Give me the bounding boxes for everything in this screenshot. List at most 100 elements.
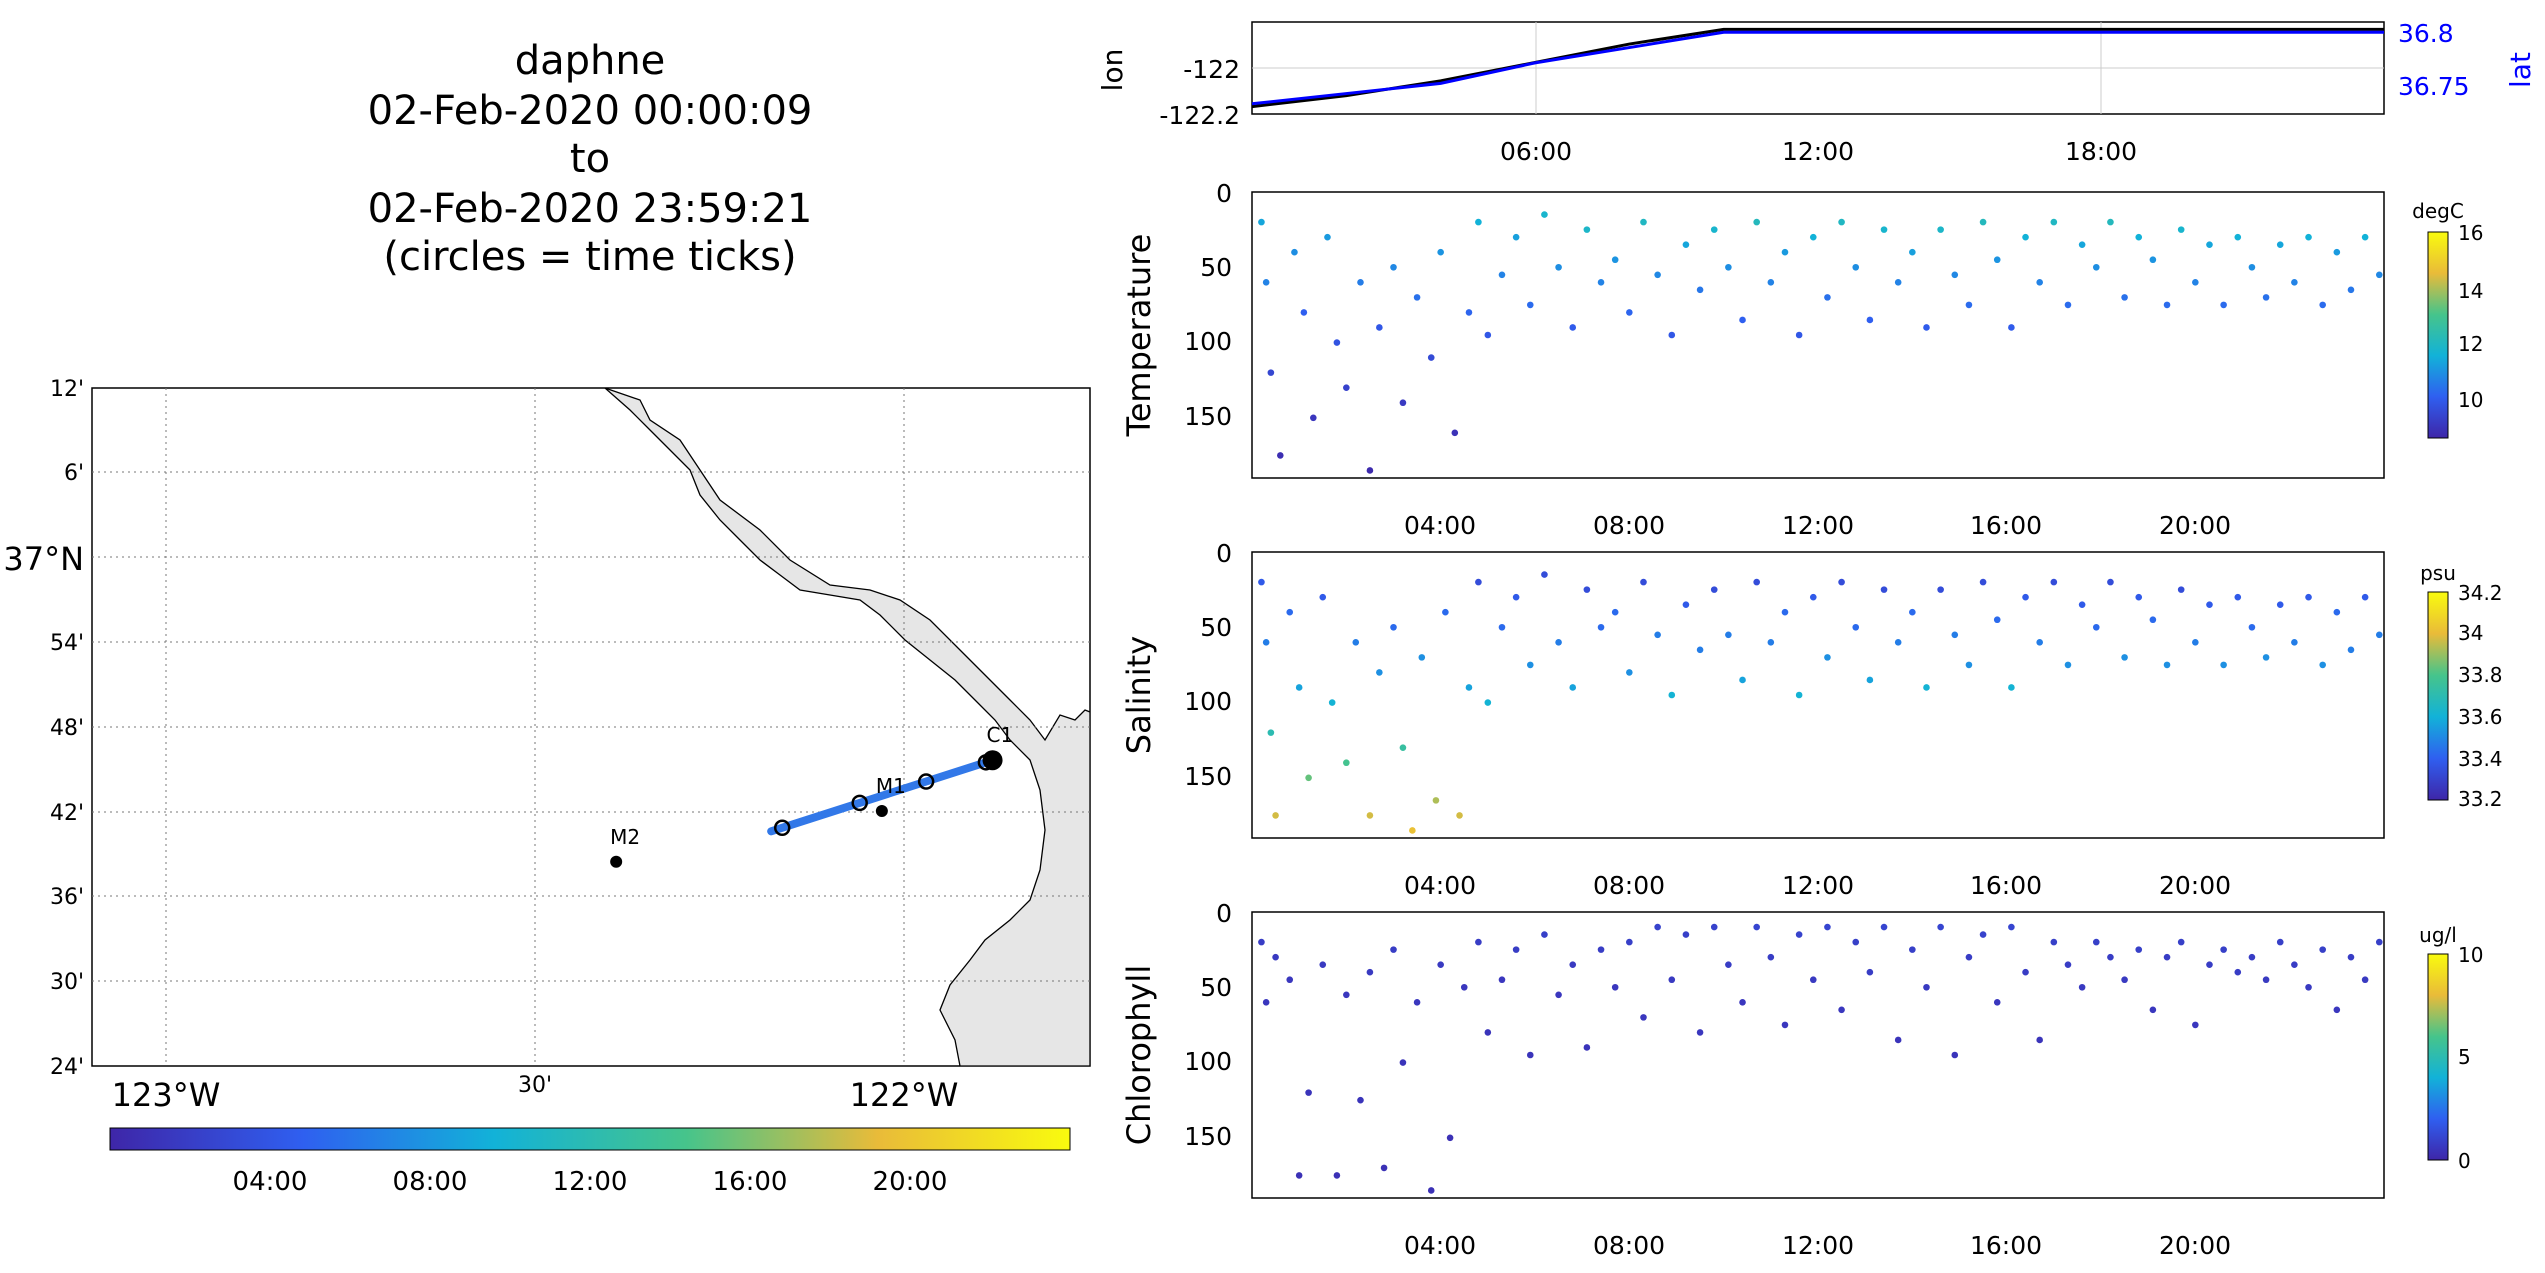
scatter-point xyxy=(2008,923,2015,931)
scatter-point xyxy=(1267,369,1275,376)
scatter-point xyxy=(1696,1029,1704,1036)
scatter-point xyxy=(2276,938,2284,946)
scatter-point xyxy=(2319,946,2326,953)
scatter-point xyxy=(1465,684,1473,691)
scatter-point xyxy=(1710,226,1718,233)
scatter-point xyxy=(1305,1089,1312,1096)
scatter-point xyxy=(1795,331,1803,339)
scatter-point xyxy=(1484,1029,1492,1036)
scatter-point xyxy=(1399,399,1407,407)
chlorophyll-points xyxy=(1258,923,2383,1194)
chlorophyll-x-tick: 16:00 xyxy=(1970,1231,2042,1260)
salinity-x-tick: 04:00 xyxy=(1404,871,1476,900)
time-colorbar-tick: 16:00 xyxy=(713,1167,788,1197)
scatter-point xyxy=(1611,256,1619,264)
scatter-point xyxy=(1569,961,1577,968)
scatter-point xyxy=(1484,331,1492,339)
station-marker xyxy=(610,855,623,868)
scatter-point xyxy=(1569,684,1577,691)
scatter-point xyxy=(1894,279,1902,286)
scatter-point xyxy=(1258,218,1265,226)
scatter-point xyxy=(2276,241,2284,248)
scatter-point xyxy=(1965,661,1973,669)
lonlat-right-tick: 36.75 xyxy=(2398,72,2470,101)
chlorophyll-cb-tick: 0 xyxy=(2458,1149,2471,1173)
scatter-point xyxy=(1654,271,1661,279)
track xyxy=(767,754,997,837)
scatter-point xyxy=(1753,923,1760,931)
stations: M2 M1 C1 xyxy=(610,723,1013,868)
scatter-point xyxy=(2347,646,2355,654)
track-line xyxy=(767,756,997,836)
salinity-cb-tick: 33.2 xyxy=(2458,787,2503,811)
temperature-y-tick: 150 xyxy=(1184,402,1232,431)
salinity-panel: Salinity 0 50 100 150 04:00 08:00 12:00 … xyxy=(1120,539,2503,900)
scatter-point xyxy=(2008,684,2015,691)
scatter-point xyxy=(1654,631,1661,639)
lonlat-x-tick: 06:00 xyxy=(1500,137,1572,166)
scatter-point xyxy=(1352,639,1360,646)
scatter-point xyxy=(1993,999,2001,1006)
temperature-x-tick: 16:00 xyxy=(1970,511,2042,540)
header-line-4: 02-Feb-2020 23:59:21 xyxy=(368,186,813,232)
scatter-point xyxy=(1366,812,1374,819)
temperature-x-tick: 04:00 xyxy=(1404,511,1476,540)
scatter-point xyxy=(1739,676,1746,684)
salinity-cb-tick: 33.6 xyxy=(2458,705,2503,729)
scatter-point xyxy=(1465,309,1473,316)
scatter-point xyxy=(1357,279,1364,286)
lon-tick: 122°W xyxy=(850,1076,959,1114)
scatter-point xyxy=(1979,218,1987,226)
scatter-point xyxy=(2291,639,2298,646)
scatter-point xyxy=(1979,931,1987,938)
lat-tick: 12' xyxy=(50,377,84,402)
scatter-point xyxy=(2163,661,2171,669)
scatter-point xyxy=(1809,233,1817,241)
scatter-point xyxy=(1937,586,1944,593)
scatter-point xyxy=(1427,354,1435,361)
chlorophyll-colorbar xyxy=(2427,953,2449,1161)
scatter-point xyxy=(2092,263,2100,271)
salinity-colorbar xyxy=(2427,591,2449,801)
lonlat-left-tick: -122 xyxy=(1183,55,1240,84)
scatter-point xyxy=(2319,301,2326,309)
chlorophyll-x-tick: 04:00 xyxy=(1404,1231,1476,1260)
scatter-point xyxy=(1456,812,1463,819)
scatter-point xyxy=(1305,774,1312,782)
scatter-point xyxy=(1541,571,1548,578)
scatter-point xyxy=(1739,316,1746,324)
scatter-point xyxy=(2333,608,2341,616)
lat-tick: 36' xyxy=(50,885,84,910)
scatter-point xyxy=(2305,233,2312,241)
scatter-point xyxy=(2107,953,2114,961)
scatter-point xyxy=(1451,429,1459,437)
scatter-point xyxy=(1446,1134,1454,1142)
scatter-point xyxy=(1866,968,1874,976)
scatter-point xyxy=(1418,654,1426,661)
temperature-y-tick: 50 xyxy=(1200,253,1232,282)
scatter-point xyxy=(1965,953,1973,961)
scatter-point xyxy=(1725,631,1732,639)
header-line-5: (circles = time ticks) xyxy=(383,234,796,280)
scatter-point xyxy=(2107,578,2114,586)
lon-tick: 123°W xyxy=(112,1076,221,1114)
scatter-point xyxy=(2036,1036,2043,1044)
scatter-point xyxy=(1781,608,1789,616)
scatter-point xyxy=(1640,1014,1647,1021)
scatter-point xyxy=(1526,301,1534,309)
scatter-point xyxy=(1380,1164,1388,1172)
scatter-point xyxy=(1300,309,1308,316)
chlorophyll-y-tick: 0 xyxy=(1216,899,1232,928)
scatter-point xyxy=(1343,384,1350,391)
scatter-point xyxy=(1277,452,1284,459)
temperature-cb-tick: 14 xyxy=(2458,279,2483,303)
scatter-point xyxy=(1267,729,1275,736)
header-line-1: daphne xyxy=(515,38,666,84)
scatter-point xyxy=(1583,1044,1591,1051)
scatter-point xyxy=(1583,586,1591,593)
scatter-point xyxy=(2319,661,2326,669)
scatter-point xyxy=(1512,946,1520,953)
scatter-point xyxy=(1333,1172,1341,1179)
scatter-point xyxy=(1682,241,1690,248)
scatter-point xyxy=(1909,946,1916,953)
